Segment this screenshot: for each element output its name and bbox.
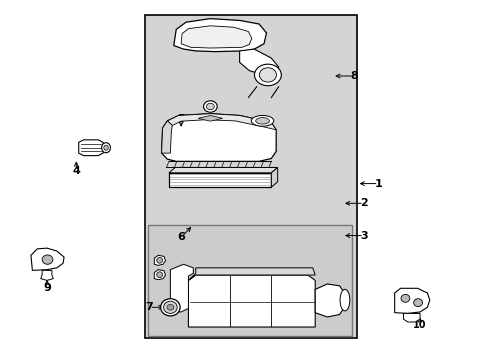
Polygon shape <box>167 114 276 130</box>
Polygon shape <box>239 49 278 76</box>
Text: 2: 2 <box>359 198 367 208</box>
Ellipse shape <box>157 257 162 263</box>
Ellipse shape <box>102 143 110 153</box>
Ellipse shape <box>413 299 422 307</box>
Polygon shape <box>188 275 315 327</box>
Polygon shape <box>181 26 251 48</box>
Ellipse shape <box>259 68 276 82</box>
Polygon shape <box>168 173 271 187</box>
Ellipse shape <box>400 294 409 302</box>
Polygon shape <box>394 288 429 314</box>
Ellipse shape <box>206 103 214 110</box>
Text: 1: 1 <box>374 179 382 189</box>
Polygon shape <box>154 270 165 280</box>
Ellipse shape <box>339 289 349 311</box>
Ellipse shape <box>157 272 162 278</box>
FancyBboxPatch shape <box>148 225 351 336</box>
Polygon shape <box>79 140 103 156</box>
Polygon shape <box>271 167 277 187</box>
Text: 6: 6 <box>177 232 184 242</box>
Polygon shape <box>168 167 277 173</box>
Polygon shape <box>173 19 266 51</box>
Text: 4: 4 <box>72 166 80 176</box>
Ellipse shape <box>255 118 269 124</box>
Ellipse shape <box>254 64 281 86</box>
Polygon shape <box>161 114 276 161</box>
Ellipse shape <box>160 299 180 316</box>
Polygon shape <box>315 284 344 317</box>
Ellipse shape <box>163 301 177 314</box>
Text: 10: 10 <box>412 320 426 330</box>
Polygon shape <box>170 264 193 312</box>
Text: 7: 7 <box>145 302 153 312</box>
Polygon shape <box>198 116 222 121</box>
Text: 8: 8 <box>349 71 357 81</box>
Polygon shape <box>154 255 165 265</box>
Polygon shape <box>161 121 172 153</box>
Ellipse shape <box>251 116 273 126</box>
Polygon shape <box>41 270 53 280</box>
Ellipse shape <box>42 255 53 264</box>
FancyBboxPatch shape <box>144 15 356 338</box>
Ellipse shape <box>166 305 173 310</box>
Polygon shape <box>31 248 64 270</box>
Ellipse shape <box>203 101 217 112</box>
Text: 3: 3 <box>360 231 367 240</box>
Ellipse shape <box>103 145 108 150</box>
Polygon shape <box>188 268 315 280</box>
Text: 5: 5 <box>177 114 184 124</box>
Text: 9: 9 <box>43 283 51 293</box>
Polygon shape <box>403 314 419 322</box>
